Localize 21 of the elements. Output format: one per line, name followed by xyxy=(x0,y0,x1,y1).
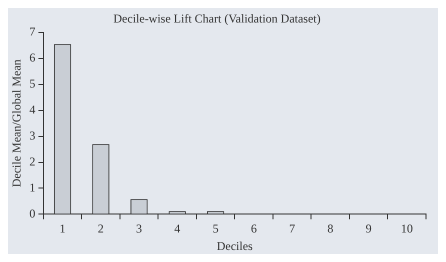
y-tick-label: 5 xyxy=(29,76,36,90)
x-tick-label: 1 xyxy=(60,222,66,236)
x-tick-label: 4 xyxy=(174,222,180,236)
y-tick-label: 7 xyxy=(29,24,36,39)
x-tick-label: 9 xyxy=(366,222,372,236)
x-tick-label: 3 xyxy=(136,222,142,236)
y-tick-label: 2 xyxy=(29,154,36,168)
x-tick-label: 8 xyxy=(327,222,334,236)
y-tick-label: 0 xyxy=(29,206,36,220)
y-tick-label: 1 xyxy=(29,180,36,194)
y-tick-label: 4 xyxy=(29,102,36,116)
x-axis-title: Deciles xyxy=(216,238,254,253)
x-tick-label: 2 xyxy=(98,222,104,236)
x-tick-label: 7 xyxy=(289,222,296,236)
x-tick-label: 6 xyxy=(250,222,257,236)
chart-title: Decile-wise Lift Chart (Validation Dataset) xyxy=(113,11,321,26)
y-tick-label: 3 xyxy=(29,128,36,142)
y-tick-label: 6 xyxy=(29,50,36,65)
x-tick-label: 5 xyxy=(212,222,219,236)
x-tick-label: 10 xyxy=(400,222,413,236)
y-axis-title: Decile Mean/Global Mean xyxy=(9,59,24,188)
